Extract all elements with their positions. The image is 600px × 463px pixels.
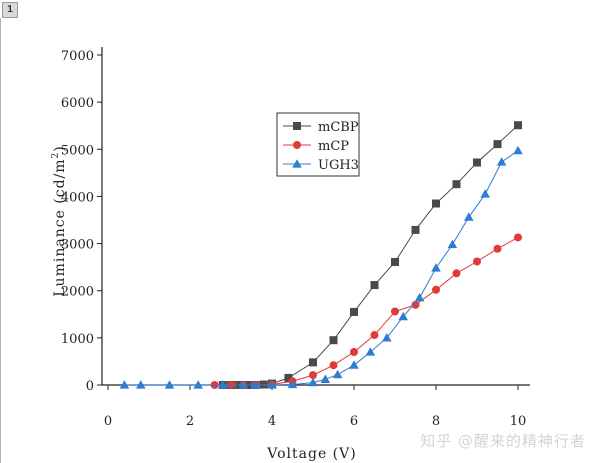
data-point-square: [309, 358, 317, 367]
legend-item-ugh3: UGH3: [283, 158, 359, 173]
legend-label: mCBP: [318, 120, 359, 135]
data-point-square: [284, 373, 293, 382]
data-point-circle: [329, 361, 338, 370]
y-axis-label-main: Luminance (cd/m: [52, 158, 68, 296]
y-tick-label: 5000: [61, 143, 94, 158]
data-point-triangle: [349, 360, 359, 369]
x-tick-label: 4: [268, 414, 276, 429]
data-point-triangle: [218, 380, 228, 389]
legend-item-mcp: mCP: [283, 139, 349, 154]
y-tick-label: 6000: [61, 96, 94, 111]
legend: mCBP mCP UGH3: [276, 112, 360, 177]
watermark-text: 知乎 @醒来的精神行者: [420, 432, 586, 450]
x-axis-label: Voltage (V): [266, 446, 356, 462]
data-point-circle: [493, 244, 502, 253]
y-tick-label: 2000: [61, 285, 94, 300]
data-point-triangle: [332, 369, 343, 379]
y-tick-label: 0: [86, 379, 94, 394]
data-point-circle: [432, 285, 440, 294]
data-point-triangle: [431, 263, 441, 272]
data-point-square: [370, 281, 379, 290]
x-tick-label: 6: [350, 414, 358, 429]
frame-border: [0, 18, 1, 463]
x-tick-label: 2: [186, 414, 194, 429]
data-point-triangle: [398, 311, 408, 321]
data-point-triangle: [480, 189, 490, 198]
data-point-square: [329, 336, 338, 345]
data-point-triangle: [164, 380, 175, 389]
data-point-triangle: [496, 157, 507, 166]
data-point-square: [473, 158, 481, 167]
data-point-circle: [370, 331, 379, 340]
series-ugh3: [119, 145, 523, 389]
legend-label: mCP: [318, 139, 349, 154]
data-point-circle: [473, 257, 481, 266]
data-point-circle: [309, 371, 317, 380]
data-point-circle: [452, 269, 461, 278]
data-point-triangle: [308, 377, 318, 387]
data-point-square: [350, 307, 358, 316]
y-tick-label: 7000: [61, 49, 94, 64]
data-point-square: [432, 199, 440, 208]
data-point-square: [391, 257, 399, 266]
data-point-triangle: [464, 212, 474, 221]
y-tick-label: 3000: [61, 238, 94, 253]
data-point-triangle: [238, 380, 249, 389]
y-axis-label: Luminance (cd/m2): [51, 145, 68, 296]
data-point-square: [411, 225, 420, 234]
data-point-square: [514, 121, 522, 130]
y-axis-label-sup: 2: [51, 152, 61, 159]
data-point-triangle: [267, 380, 277, 389]
axes: [97, 47, 530, 390]
legend-label: UGH3: [318, 158, 359, 173]
x-tick-label: 0: [104, 414, 112, 429]
data-point-circle: [411, 300, 420, 309]
panel-number-tag: 1: [2, 2, 18, 18]
data-point-triangle: [250, 380, 261, 389]
data-point-triangle: [414, 292, 425, 302]
y-axis-label-close: ): [52, 145, 68, 151]
series-line: [214, 236, 519, 386]
data-point-square: [493, 140, 502, 149]
x-tick-label: 8: [432, 414, 440, 429]
data-point-triangle: [119, 380, 130, 389]
data-point-square: [293, 122, 301, 130]
data-point-triangle: [287, 379, 298, 389]
data-point-triangle: [193, 380, 203, 389]
data-point-triangle: [382, 333, 392, 342]
series-mcp: [210, 233, 522, 389]
data-point-triangle: [136, 380, 146, 389]
legend-item-mcbp: mCBP: [283, 120, 359, 135]
data-point-triangle: [447, 239, 458, 249]
data-point-triangle: [320, 374, 331, 383]
data-point-square: [452, 180, 461, 189]
data-point-circle: [293, 141, 301, 149]
data-point-triangle: [292, 159, 302, 168]
x-tick-label: 10: [510, 414, 527, 429]
series-group: [119, 121, 523, 389]
tick-labels: 0 1000 2000 3000 4000 5000 6000 7000 0 2 4 6 8 10: [61, 49, 526, 429]
y-tick-label: 4000: [61, 190, 94, 205]
data-point-triangle: [365, 347, 376, 356]
data-point-circle: [391, 307, 399, 316]
data-point-circle: [514, 233, 522, 242]
data-point-triangle: [513, 145, 523, 155]
y-tick-label: 1000: [61, 332, 94, 347]
data-point-circle: [350, 348, 358, 356]
